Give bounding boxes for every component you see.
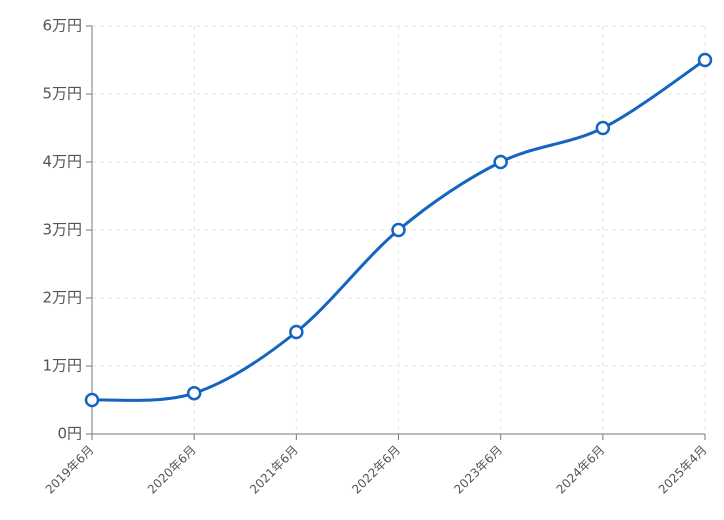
x-tick-label: 2023年6月 bbox=[451, 443, 505, 497]
x-tick-label: 2024年6月 bbox=[554, 443, 608, 497]
point bbox=[595, 120, 611, 136]
y-tick-label: 4万円 bbox=[42, 153, 82, 171]
x-tick-label: 2022年6月 bbox=[349, 443, 403, 497]
y-tick-label: 0円 bbox=[57, 425, 82, 443]
point bbox=[289, 324, 304, 340]
point bbox=[493, 154, 508, 170]
y-tick-label: 6万円 bbox=[42, 17, 82, 35]
x-tick-label: 2020年6月 bbox=[145, 443, 199, 497]
point bbox=[391, 222, 406, 238]
y-tick-label: 2万円 bbox=[42, 289, 82, 307]
y-tick-label: 3万円 bbox=[42, 221, 82, 239]
point bbox=[697, 52, 713, 68]
y-tick-label: 5万円 bbox=[42, 85, 82, 103]
y-tick-label: 1万円 bbox=[42, 357, 82, 375]
x-tick-label: 2021年6月 bbox=[247, 443, 301, 497]
point bbox=[186, 385, 202, 401]
x-tick-label: 2019年6月 bbox=[43, 443, 97, 497]
x-tick-label: 2025年4月 bbox=[656, 443, 710, 497]
point bbox=[84, 392, 100, 408]
